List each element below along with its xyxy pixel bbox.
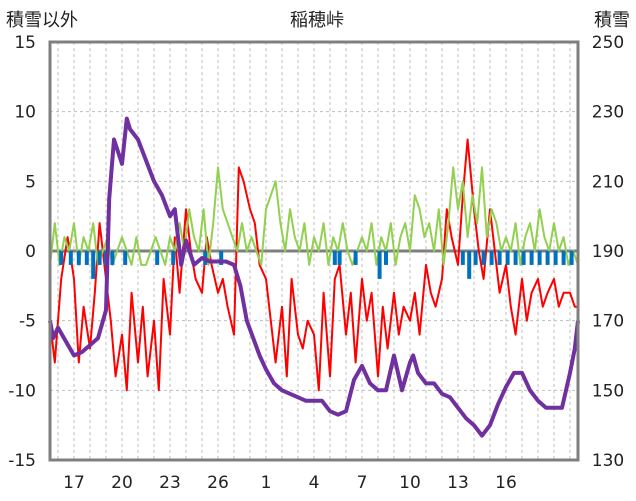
series-line-2 bbox=[49, 166, 579, 266]
x-tick-label: 17 bbox=[63, 473, 85, 493]
x-tick-label: 20 bbox=[111, 473, 133, 493]
left-tick-label: 0 bbox=[25, 242, 36, 262]
blue-bar bbox=[481, 251, 486, 265]
blue-bar bbox=[529, 251, 534, 265]
right-tick-label: 150 bbox=[592, 381, 624, 401]
blue-bar bbox=[171, 251, 176, 265]
x-tick-label: 13 bbox=[447, 473, 469, 493]
blue-bar bbox=[110, 251, 115, 265]
blue-bar bbox=[473, 251, 478, 265]
blue-bar bbox=[545, 251, 550, 265]
blue-bar bbox=[76, 251, 81, 265]
blue-bar bbox=[384, 251, 388, 265]
left-tick-label: 10 bbox=[14, 103, 36, 123]
x-tick-label: 1 bbox=[261, 473, 272, 493]
chart-title: 稲穂峠 bbox=[290, 10, 344, 31]
blue-bar bbox=[155, 251, 160, 265]
left-tick-label: -15 bbox=[8, 451, 36, 471]
right-tick-label: 210 bbox=[592, 172, 624, 192]
blue-bar bbox=[353, 251, 358, 265]
blue-bar bbox=[460, 251, 465, 265]
x-tick-label: 10 bbox=[399, 473, 421, 493]
left-axis-title: 積雪以外 bbox=[6, 10, 78, 31]
x-tick-label: 23 bbox=[159, 473, 181, 493]
right-tick-label: 190 bbox=[592, 242, 624, 262]
x-tick-label: 16 bbox=[495, 473, 517, 493]
blue-bar bbox=[553, 251, 558, 265]
blue-bar bbox=[569, 251, 574, 265]
series-line-0 bbox=[48, 116, 580, 438]
left-tick-label: -10 bbox=[8, 381, 36, 401]
blue-bar bbox=[497, 251, 502, 265]
blue-bar bbox=[123, 251, 128, 265]
x-tick-label: 7 bbox=[357, 473, 368, 493]
x-tick-label: 4 bbox=[309, 473, 320, 493]
blue-bar bbox=[561, 251, 566, 265]
right-tick-label: 130 bbox=[592, 451, 624, 471]
right-tick-label: 250 bbox=[592, 33, 624, 53]
blue-bar bbox=[489, 251, 494, 265]
right-axis-title: 積雪 bbox=[594, 10, 630, 31]
blue-bar bbox=[97, 251, 102, 265]
blue-bar bbox=[59, 251, 64, 265]
series-layer bbox=[48, 116, 580, 438]
blue-bar bbox=[513, 251, 518, 265]
blue-bar bbox=[505, 251, 510, 265]
blue-bar bbox=[68, 251, 73, 265]
blue-bar bbox=[219, 251, 224, 265]
blue-bar bbox=[537, 251, 542, 265]
blue-bar bbox=[377, 251, 382, 279]
blue-bar bbox=[521, 251, 526, 265]
blue-bar bbox=[84, 251, 89, 265]
blue-bar bbox=[91, 251, 96, 279]
series-line-1 bbox=[49, 138, 578, 392]
blue-bar bbox=[332, 251, 337, 265]
left-tick-label: 5 bbox=[25, 172, 36, 192]
blue-bar bbox=[337, 251, 342, 265]
x-tick-label: 26 bbox=[207, 473, 229, 493]
right-tick-label: 230 bbox=[592, 103, 624, 123]
plot-frame bbox=[48, 40, 580, 462]
blue-bar bbox=[467, 251, 472, 279]
right-tick-label: 170 bbox=[592, 312, 624, 332]
left-tick-label: -5 bbox=[19, 312, 36, 332]
left-tick-label: 15 bbox=[14, 33, 36, 53]
